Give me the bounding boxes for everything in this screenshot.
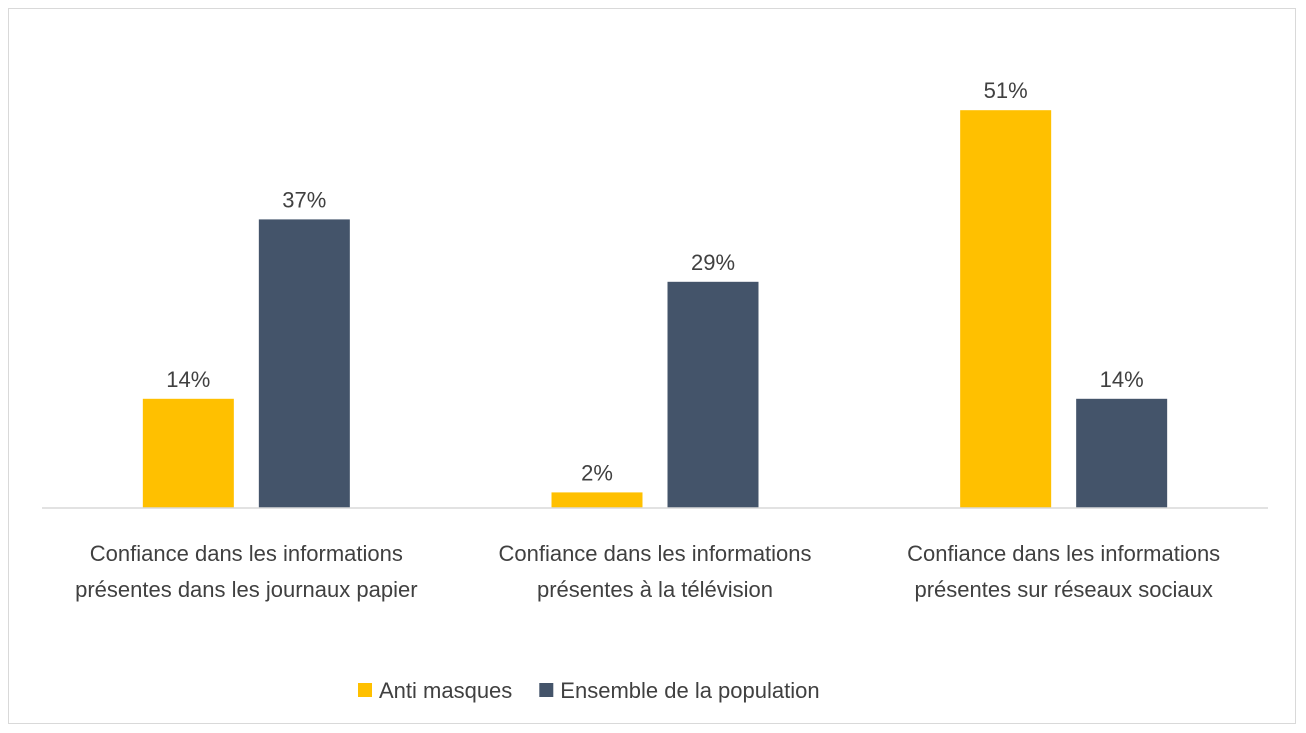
bar <box>667 281 759 508</box>
data-label: 14% <box>1100 367 1144 392</box>
bar <box>1076 398 1168 508</box>
legend-label: Anti masques <box>379 678 512 703</box>
data-label: 51% <box>984 78 1028 103</box>
bar <box>258 219 350 508</box>
x-tick-label: Confiance dans les informations présente… <box>907 541 1221 602</box>
x-tick-label: Confiance dans les informations présente… <box>498 541 812 602</box>
data-label: 29% <box>691 250 735 275</box>
bar <box>960 110 1052 508</box>
legend-swatch <box>539 683 554 697</box>
data-label: 37% <box>282 187 326 212</box>
chart-frame <box>8 8 1296 724</box>
data-label: 14% <box>166 367 210 392</box>
data-label: 2% <box>581 460 613 485</box>
bar <box>142 398 234 508</box>
x-tick-label: Confiance dans les informations présente… <box>75 541 418 602</box>
legend-swatch <box>358 683 372 697</box>
bar <box>551 492 643 508</box>
legend-label: Ensemble de la population <box>560 678 819 703</box>
